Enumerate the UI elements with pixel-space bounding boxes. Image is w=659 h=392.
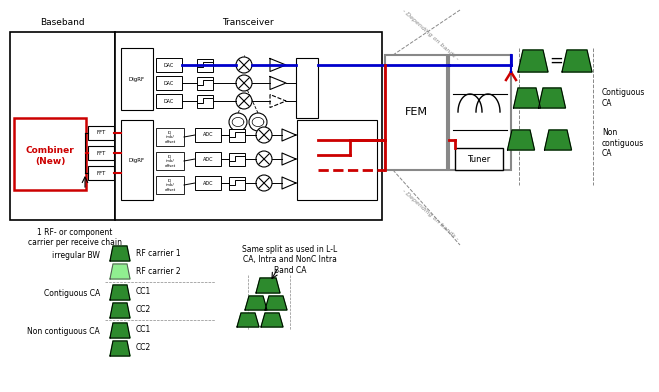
Polygon shape: [270, 76, 286, 89]
Text: FFT: FFT: [96, 171, 105, 176]
Text: ADC: ADC: [203, 180, 214, 185]
Text: CC2: CC2: [136, 305, 152, 314]
Bar: [88, 126, 114, 140]
Bar: [88, 166, 114, 180]
Polygon shape: [538, 88, 565, 108]
Circle shape: [236, 57, 252, 73]
Text: Contiguous
CA: Contiguous CA: [602, 88, 645, 108]
Text: DAC: DAC: [164, 62, 174, 67]
Circle shape: [236, 75, 252, 91]
Bar: [455, 148, 503, 170]
Polygon shape: [265, 296, 287, 310]
Bar: [229, 176, 245, 189]
Polygon shape: [261, 313, 283, 327]
Bar: [297, 120, 377, 200]
Bar: [156, 128, 184, 146]
Bar: [156, 176, 184, 194]
Bar: [121, 120, 153, 200]
Text: DigRF: DigRF: [129, 76, 145, 82]
Text: Combiner
(New): Combiner (New): [26, 146, 74, 166]
Polygon shape: [518, 50, 548, 72]
Bar: [14, 118, 86, 190]
Bar: [88, 146, 114, 160]
Text: irregular BW: irregular BW: [52, 250, 100, 260]
Circle shape: [256, 151, 272, 167]
Text: IQ
imb/
offset: IQ imb/ offset: [165, 131, 175, 143]
Polygon shape: [110, 341, 130, 356]
Polygon shape: [507, 130, 534, 150]
Polygon shape: [110, 264, 130, 279]
Polygon shape: [245, 296, 267, 310]
Text: DAC: DAC: [164, 80, 174, 85]
Bar: [156, 152, 184, 170]
Bar: [115, 32, 382, 220]
Polygon shape: [270, 58, 286, 71]
Text: Non contiguous CA: Non contiguous CA: [27, 327, 100, 336]
Text: FFT: FFT: [96, 131, 105, 136]
Bar: [296, 58, 318, 118]
Polygon shape: [237, 313, 259, 327]
Bar: [121, 48, 153, 110]
Polygon shape: [282, 177, 296, 189]
Polygon shape: [110, 303, 130, 318]
Polygon shape: [562, 50, 592, 72]
Text: Contiguous CA: Contiguous CA: [43, 289, 100, 298]
Text: FEM: FEM: [405, 107, 428, 117]
Polygon shape: [544, 130, 571, 150]
Text: DAC: DAC: [164, 98, 174, 103]
Text: IQ
imb/
offset: IQ imb/ offset: [165, 178, 175, 192]
Polygon shape: [110, 323, 130, 338]
Bar: [229, 152, 245, 165]
Text: Tuner: Tuner: [467, 154, 490, 163]
Bar: [385, 55, 447, 170]
Bar: [156, 94, 182, 108]
Bar: [197, 76, 213, 89]
Circle shape: [256, 175, 272, 191]
Bar: [197, 58, 213, 71]
Text: ADC: ADC: [203, 132, 214, 138]
Bar: [195, 128, 221, 142]
Text: ADC: ADC: [203, 156, 214, 162]
Text: IQ
imb/
offset: IQ imb/ offset: [165, 154, 175, 168]
Text: Same split as used in L-L
CA, Intra and NonC Intra
Band CA: Same split as used in L-L CA, Intra and …: [243, 245, 337, 275]
Text: - Depending on bands -: - Depending on bands -: [401, 8, 459, 62]
Polygon shape: [110, 246, 130, 261]
Circle shape: [236, 93, 252, 109]
Text: RF carrier 1: RF carrier 1: [136, 249, 181, 258]
Polygon shape: [513, 88, 540, 108]
Bar: [195, 152, 221, 166]
Bar: [10, 32, 115, 220]
Circle shape: [256, 127, 272, 143]
Bar: [449, 55, 511, 170]
Text: RF carrier 2: RF carrier 2: [136, 267, 181, 276]
Text: Baseband: Baseband: [40, 18, 84, 27]
Polygon shape: [270, 94, 286, 107]
Polygon shape: [282, 153, 296, 165]
Text: - Depending on bands -: - Depending on bands -: [401, 189, 459, 241]
Text: 1 RF- or component
carrier per receive chain: 1 RF- or component carrier per receive c…: [28, 228, 122, 247]
Circle shape: [249, 113, 267, 131]
Text: =: =: [549, 52, 563, 70]
Bar: [156, 58, 182, 72]
Bar: [197, 94, 213, 107]
Text: CC1: CC1: [136, 287, 152, 296]
Bar: [195, 176, 221, 190]
Text: DigRF: DigRF: [129, 158, 145, 163]
Polygon shape: [282, 129, 296, 141]
Text: CC1: CC1: [136, 325, 152, 334]
Text: Non
contiguous
CA: Non contiguous CA: [602, 128, 645, 158]
Polygon shape: [256, 278, 280, 293]
Bar: [229, 129, 245, 142]
Text: CC2: CC2: [136, 343, 152, 352]
Polygon shape: [110, 285, 130, 300]
Bar: [156, 76, 182, 90]
Circle shape: [229, 113, 247, 131]
Text: FFT: FFT: [96, 151, 105, 156]
Text: Transceiver: Transceiver: [222, 18, 273, 27]
